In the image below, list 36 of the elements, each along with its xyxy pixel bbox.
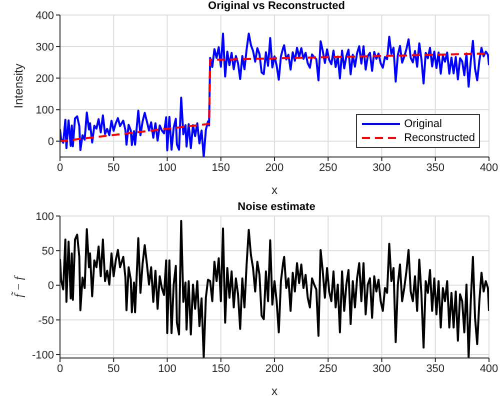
x-tick-label: 0	[56, 162, 64, 174]
y-axis-title: f̃ − f	[10, 274, 26, 298]
x-axis-title: x	[272, 183, 278, 197]
y-tick-label: 100	[36, 104, 54, 117]
y-tick-label: 200	[36, 73, 54, 86]
x-tick-label: 100	[158, 362, 176, 375]
y-tick-label: 0	[48, 280, 54, 292]
x-tick-label: 100	[158, 162, 176, 174]
y-tick-label: 50	[42, 246, 54, 258]
chart-title: Original vs Reconstructed	[207, 0, 346, 12]
x-tick-label: 400	[480, 362, 498, 375]
x-tick-label: 50	[108, 362, 120, 375]
x-tick-label: 300	[372, 162, 391, 174]
x-tick-label: 250	[318, 162, 338, 174]
chart-title: Noise estimate	[236, 201, 316, 213]
x-tick-label: 300	[372, 362, 391, 375]
x-tick-label: 350	[426, 362, 445, 375]
x-axis-title: x	[272, 384, 278, 398]
x-tick-label: 400	[480, 162, 498, 174]
x-tick-label: 150	[212, 162, 230, 174]
x-tick-label: 200	[265, 162, 284, 174]
x-tick-label: 200	[265, 362, 284, 375]
y-axis-title: Intensity	[11, 64, 26, 108]
x-tick-label: 250	[318, 362, 338, 375]
x-tick-label: 350	[426, 162, 445, 174]
y-tick-label: 300	[36, 41, 54, 54]
legend-label: Original	[404, 118, 442, 130]
y-tick-label: 400	[36, 10, 54, 22]
y-tick-label: 0	[48, 136, 54, 148]
legend-label: Reconstructed	[404, 132, 475, 144]
x-tick-label: 0	[56, 362, 64, 375]
y-tick-label: -50	[38, 314, 54, 327]
y-tick-label: 100	[36, 210, 54, 223]
x-tick-label: 50	[108, 162, 120, 174]
y-tick-label: -100	[32, 349, 54, 362]
x-tick-label: 150	[212, 362, 230, 375]
